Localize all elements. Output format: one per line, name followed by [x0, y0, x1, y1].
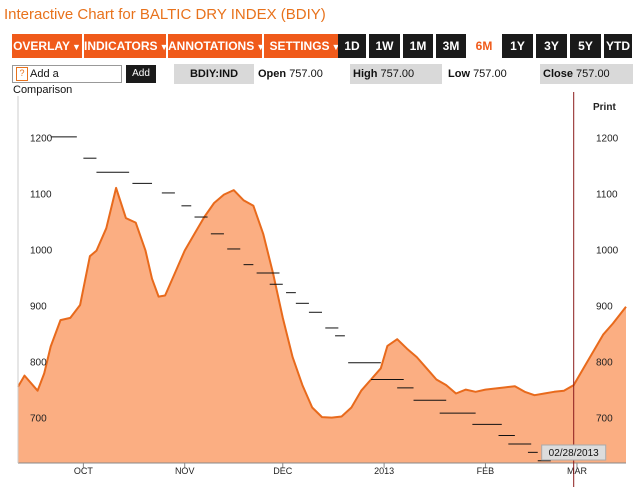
high-value: 757.00 — [380, 68, 415, 80]
indicators-menu-label: INDICATORS — [84, 39, 158, 53]
x-tick-label: MAR — [567, 466, 588, 476]
area-fill — [18, 187, 626, 463]
price-chart[interactable]: 1200 1200 1100 1100 1000 1000 900 900 800 800 700 7… — [0, 92, 633, 487]
x-tick-label: 2013 — [374, 466, 394, 476]
close-stat: Close 757.00 — [540, 64, 633, 84]
symbol-label: BDIY:IND — [174, 64, 254, 84]
period-1y-button[interactable]: 1Y — [502, 34, 533, 58]
overlay-menu-button[interactable]: OVERLAY ▼ — [12, 34, 82, 58]
period-ytd-button[interactable]: YTD — [604, 34, 632, 58]
settings-menu-label: SETTINGS — [269, 39, 330, 53]
y-tick-label-left: 1100 — [30, 190, 52, 201]
y-tick-label-right: 1200 — [596, 134, 619, 145]
chevron-down-icon: ▼ — [256, 42, 266, 52]
y-tick-label-left: 900 — [30, 302, 47, 313]
y-tick-label-right: 800 — [596, 358, 613, 369]
indicators-menu-button[interactable]: INDICATORS ▼ — [84, 34, 169, 58]
open-label: Open — [258, 68, 287, 80]
chevron-down-icon: ▼ — [71, 42, 81, 52]
annotations-menu-label: ANNOTATIONS — [168, 39, 255, 53]
period-1w-button[interactable]: 1W — [369, 34, 400, 58]
x-tick-label: FEB — [477, 466, 495, 476]
open-stat: Open 757.00 — [258, 64, 350, 84]
close-label: Close — [543, 68, 573, 80]
low-label: Low — [448, 68, 470, 80]
series-line — [17, 186, 627, 419]
print-button[interactable]: Print — [593, 102, 616, 113]
y-tick-label-right: 1100 — [596, 190, 618, 201]
period-3y-button[interactable]: 3Y — [536, 34, 567, 58]
y-tick-label-left: 1200 — [30, 134, 53, 145]
close-value: 757.00 — [576, 68, 610, 80]
cursor-date-label: 02/28/2013 — [549, 448, 599, 459]
high-stat: High 757.00 — [350, 64, 442, 84]
chevron-down-icon: ▼ — [159, 42, 169, 52]
y-tick-label-right: 700 — [596, 414, 613, 425]
low-value: 757.00 — [473, 68, 507, 80]
period-1m-button[interactable]: 1M — [403, 34, 433, 58]
cursor-date-box — [541, 444, 607, 461]
annotations-menu-button[interactable]: ANNOTATIONS ▼ — [168, 34, 266, 58]
open-value: 757.00 — [289, 68, 323, 80]
x-tick-label: NOV — [175, 466, 195, 476]
x-tick-label: DEC — [273, 466, 293, 476]
x-tick-label: OCT — [74, 466, 94, 476]
add-comparison-button[interactable]: Add — [126, 65, 156, 83]
y-tick-label-right: 1000 — [596, 246, 619, 257]
overlay-menu-label: OVERLAY — [13, 39, 70, 53]
help-icon[interactable]: ? — [16, 67, 28, 81]
y-tick-label-right: 900 — [596, 302, 613, 313]
low-stat: Low 757.00 — [448, 64, 540, 84]
add-comparison-input[interactable]: ? Add a Comparison — [12, 65, 122, 96]
period-5y-button[interactable]: 5Y — [570, 34, 601, 58]
chart-title: Interactive Chart for BALTIC DRY INDEX (… — [4, 6, 326, 23]
chevron-down-icon: ▼ — [331, 42, 341, 52]
high-label: High — [353, 68, 378, 80]
y-tick-label-left: 1000 — [30, 246, 53, 257]
period-1d-button[interactable]: 1D — [338, 34, 366, 58]
y-tick-label-left: 700 — [30, 414, 47, 425]
period-3m-button[interactable]: 3M — [436, 34, 466, 58]
y-tick-label-left: 800 — [30, 358, 47, 369]
period-6m-button[interactable]: 6M — [469, 34, 499, 58]
settings-menu-button[interactable]: SETTINGS ▼ — [264, 34, 346, 58]
add-comparison-label: Add a Comparison — [13, 68, 73, 96]
